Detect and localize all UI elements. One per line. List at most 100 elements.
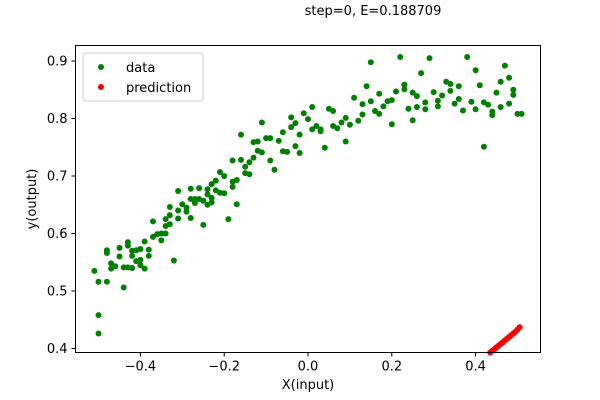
data-point-138 xyxy=(493,89,500,96)
data-point-87 xyxy=(296,150,303,156)
data-point-164 xyxy=(258,149,265,156)
data-point-166 xyxy=(217,189,223,196)
data-point-171 xyxy=(145,246,152,253)
y-axis-ticks: 0.4 0.5 0.6 0.7 0.8 0.9 xyxy=(47,55,76,357)
data-point-84 xyxy=(288,114,295,121)
data-point-90 xyxy=(309,104,316,110)
data-point-103 xyxy=(355,117,362,124)
data-point-100 xyxy=(342,138,349,145)
data-point-121 xyxy=(422,99,429,106)
data-point-79 xyxy=(271,166,278,173)
data-point-75 xyxy=(258,119,265,126)
data-point-92 xyxy=(313,123,320,129)
data-point-36 xyxy=(170,257,177,264)
data-point-114 xyxy=(397,54,404,60)
data-point-147 xyxy=(497,78,504,85)
data-point-108 xyxy=(372,108,378,114)
data-point-132 xyxy=(468,98,475,105)
data-point-134 xyxy=(476,82,483,89)
legend-label-data: data xyxy=(126,61,155,76)
data-point-9 xyxy=(112,263,119,270)
data-point-149 xyxy=(480,99,487,106)
data-point-66 xyxy=(238,131,244,138)
data-point-119 xyxy=(413,104,420,110)
data-point-2 xyxy=(95,312,102,319)
data-point-12 xyxy=(120,284,127,291)
data-point-78 xyxy=(267,157,274,164)
data-point-133 xyxy=(472,67,479,74)
data-point-27 xyxy=(150,218,156,225)
x-tick-label: 0.4 xyxy=(465,360,486,375)
data-point-74 xyxy=(254,138,261,145)
data-point-165 xyxy=(242,163,249,170)
data-point-102 xyxy=(351,94,358,101)
y-tick-label: 0.7 xyxy=(47,170,68,185)
chart-title: step=0, E=0.188709 xyxy=(305,4,442,19)
x-tick-label: −0.2 xyxy=(208,360,240,375)
data-point-106 xyxy=(367,98,374,105)
data-point-64 xyxy=(233,177,240,183)
data-point-42 xyxy=(187,185,194,192)
data-point-10 xyxy=(116,244,123,251)
data-point-154 xyxy=(422,106,429,113)
data-point-109 xyxy=(376,90,383,97)
data-point-80 xyxy=(275,137,282,144)
data-point-143 xyxy=(510,86,517,93)
data-point-163 xyxy=(279,129,286,136)
y-tick-label: 0.8 xyxy=(47,112,68,127)
data-point-55 xyxy=(212,177,219,184)
data-point-159 xyxy=(359,101,366,108)
data-point-107 xyxy=(367,59,374,66)
data-point-123 xyxy=(430,89,437,96)
data-point-98 xyxy=(334,125,341,132)
data-point-162 xyxy=(296,131,303,138)
y-tick-label: 0.6 xyxy=(47,227,68,242)
plot-points xyxy=(91,54,525,356)
data-point-167 xyxy=(204,191,211,198)
data-point-45 xyxy=(191,200,198,206)
data-point-145 xyxy=(518,110,525,117)
data-point-116 xyxy=(405,105,412,112)
data-point-38 xyxy=(175,215,182,222)
data-point-0 xyxy=(91,267,98,274)
data-point-32 xyxy=(162,216,169,223)
data-point-20 xyxy=(137,262,144,269)
y-tick-label: 0.5 xyxy=(47,284,68,299)
data-point-7 xyxy=(108,260,115,267)
data-point-99 xyxy=(338,119,345,126)
x-tick-label: 0.2 xyxy=(381,360,402,375)
data-point-140 xyxy=(501,62,508,69)
data-point-112 xyxy=(388,121,395,128)
data-point-115 xyxy=(401,86,408,93)
data-point-128 xyxy=(451,100,458,107)
data-point-89 xyxy=(305,116,311,123)
data-point-101 xyxy=(346,121,353,128)
data-point-85 xyxy=(292,143,299,150)
data-point-105 xyxy=(363,83,370,90)
data-point-88 xyxy=(300,110,307,117)
data-point-117 xyxy=(409,117,416,124)
data-point-172 xyxy=(133,258,140,265)
legend-marker-data xyxy=(98,64,104,70)
data-point-48 xyxy=(200,221,207,228)
data-point-148 xyxy=(489,108,496,115)
data-point-47 xyxy=(196,185,203,192)
data-point-118 xyxy=(409,89,416,96)
data-point-17 xyxy=(129,252,136,259)
data-point-170 xyxy=(162,223,169,229)
data-point-131 xyxy=(464,54,471,60)
data-point-141 xyxy=(506,74,513,81)
data-point-76 xyxy=(263,135,270,142)
x-axis-ticks: −0.4 −0.2 0.0 0.2 0.4 xyxy=(125,352,486,375)
y-tick-label: 0.4 xyxy=(47,342,68,357)
x-axis-label: X(input) xyxy=(282,378,335,393)
data-point-168 xyxy=(187,196,194,202)
x-tick-label: −0.4 xyxy=(125,360,157,375)
data-point-23 xyxy=(141,238,148,245)
legend-marker-prediction xyxy=(98,84,104,90)
data-point-6 xyxy=(103,278,110,285)
data-point-113 xyxy=(393,88,399,95)
data-point-39 xyxy=(179,201,186,208)
data-point-169 xyxy=(175,207,182,214)
data-point-104 xyxy=(359,111,366,118)
